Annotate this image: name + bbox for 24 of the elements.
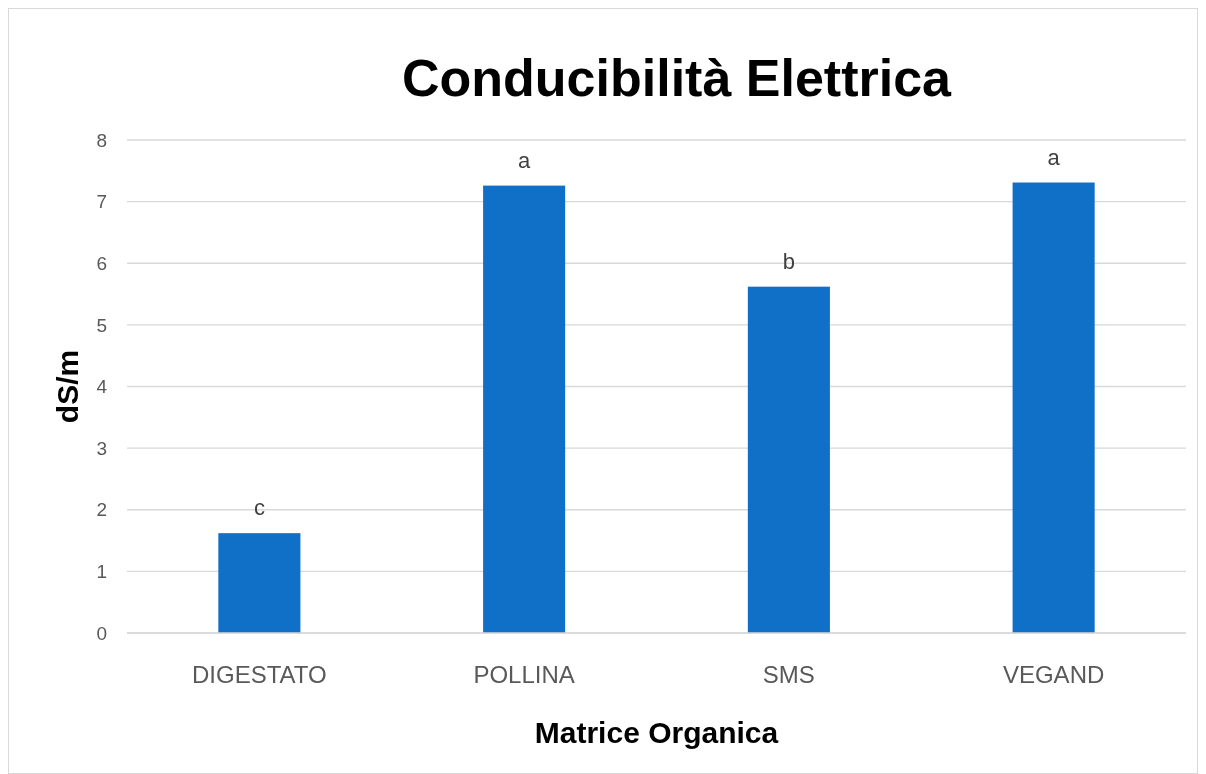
chart-title: Conducibilità Elettrica	[402, 49, 953, 107]
y-tick-label: 8	[96, 129, 107, 151]
x-tick-label: POLLINA	[473, 661, 575, 688]
bar	[218, 533, 301, 633]
x-axis-title: Matrice Organica	[534, 716, 779, 749]
y-tick-label: 0	[96, 622, 107, 644]
y-tick-label: 6	[96, 252, 107, 274]
y-tick-label: 1	[96, 561, 107, 583]
annotation: a	[1047, 144, 1061, 170]
y-tick-label: 4	[96, 376, 108, 398]
y-tick-label: 7	[96, 191, 107, 213]
bar	[483, 185, 566, 633]
y-tick-label: 3	[96, 437, 107, 459]
y-axis-title: dS/m	[51, 349, 84, 424]
annotation: a	[518, 147, 531, 173]
annotation: c	[253, 495, 265, 521]
bar	[747, 286, 830, 633]
bar	[1012, 182, 1095, 633]
y-tick-label: 2	[96, 499, 107, 521]
x-tick-label: DIGESTATO	[192, 661, 327, 688]
x-tick-label: SMS	[762, 661, 815, 688]
annotation: b	[782, 248, 795, 274]
y-tick-label: 5	[96, 314, 107, 336]
x-tick-label: VEGAND	[1002, 661, 1105, 688]
